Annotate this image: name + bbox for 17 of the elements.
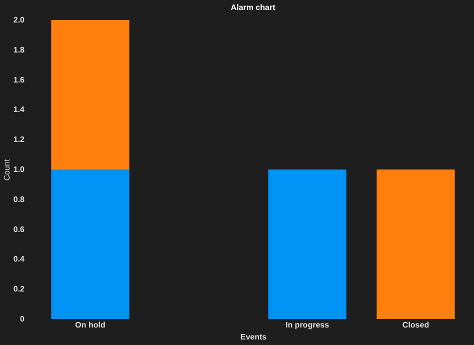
y-tick-label: 1.0 xyxy=(13,165,26,174)
y-tick-label: 1.4 xyxy=(13,105,26,114)
x-tick-label: On hold xyxy=(75,320,106,330)
y-tick-label: 0.6 xyxy=(13,224,26,234)
y-tick-label: 0 xyxy=(20,314,26,324)
y-tick-label: 2.0 xyxy=(13,16,26,24)
y-tick-label: 1.2 xyxy=(13,135,26,144)
y-tick-label: 0.8 xyxy=(13,194,26,204)
chart-title: Alarm chart xyxy=(230,3,276,12)
x-tick-label: In progress xyxy=(285,320,330,330)
y-axis-title: Count xyxy=(2,158,12,181)
y-tick-label: 1.6 xyxy=(13,75,26,84)
y-tick-label: 0.4 xyxy=(13,254,26,264)
x-tick-label: Closed xyxy=(402,320,430,330)
y-tick-label: 1.8 xyxy=(13,45,26,54)
y-tick-label: 0.2 xyxy=(13,284,26,294)
x-axis-title: Events xyxy=(240,332,268,342)
